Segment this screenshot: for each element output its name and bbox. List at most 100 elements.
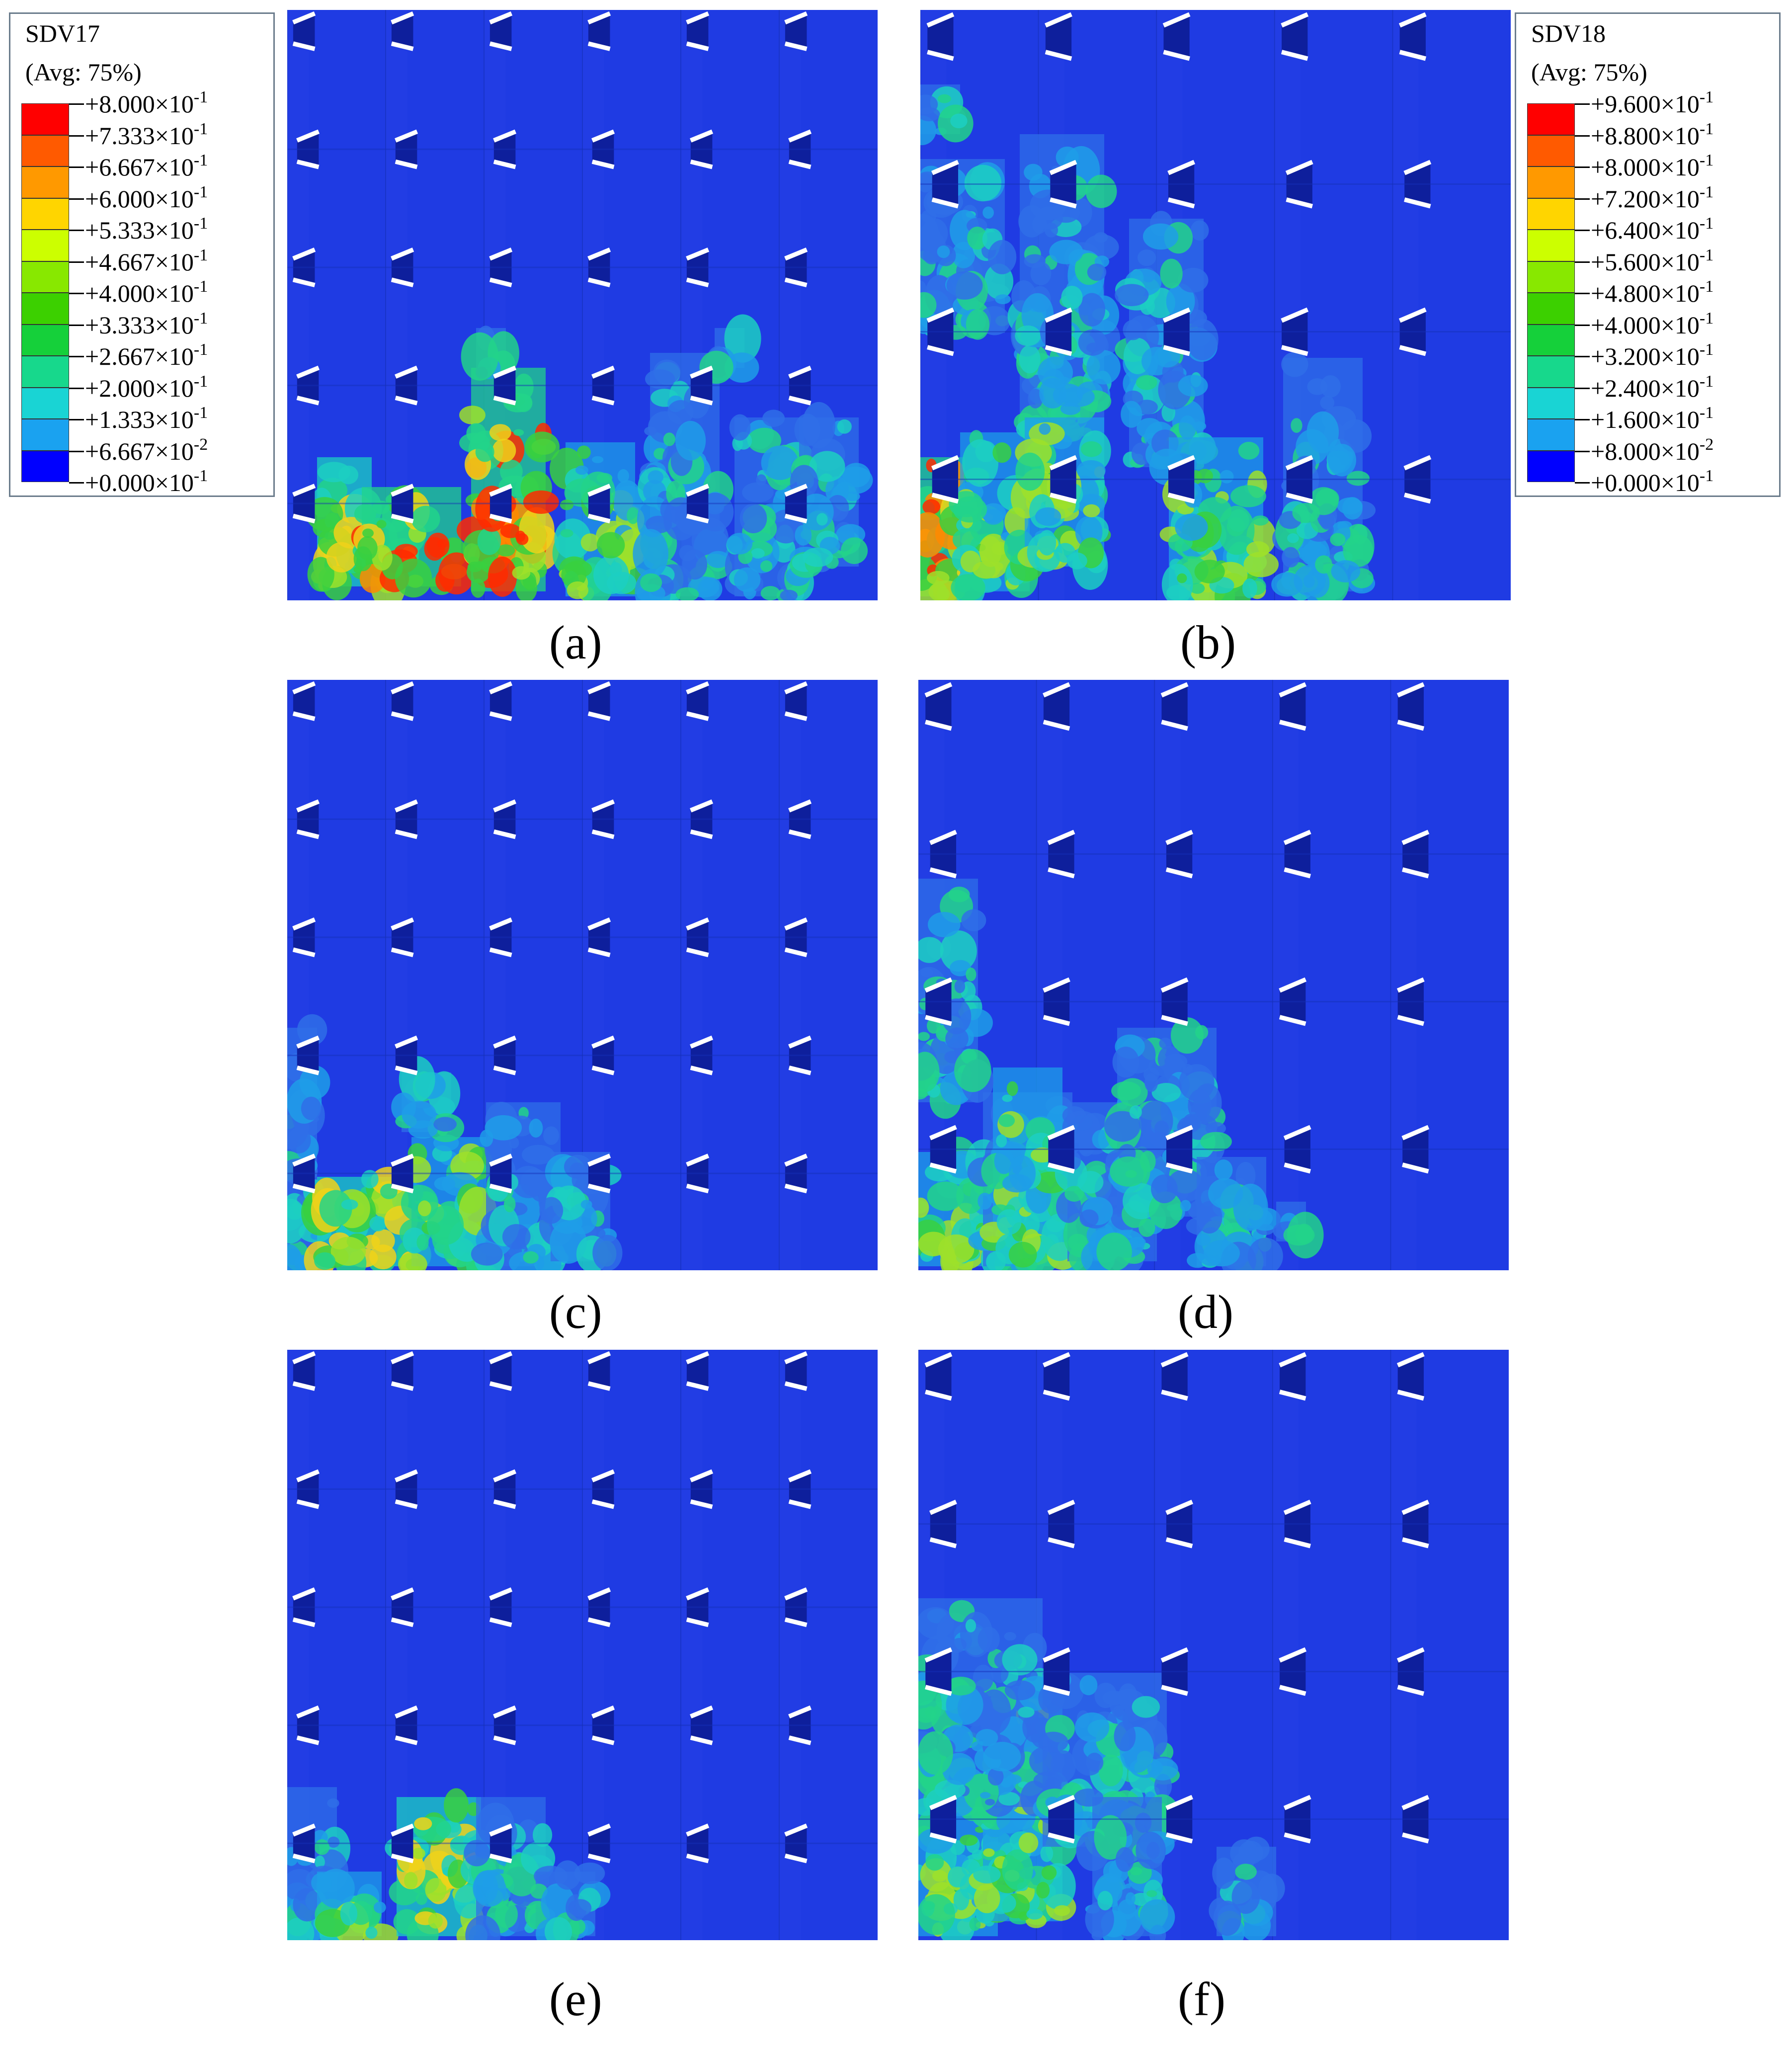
legend-tick (1575, 103, 1590, 105)
contour-blob (433, 1117, 457, 1132)
contour-blob (995, 294, 1011, 304)
contour-blob (1320, 375, 1341, 398)
contour-blob (966, 309, 989, 339)
contour-blob (982, 207, 994, 219)
contour-blob (593, 556, 629, 594)
legend-value: +8.800×10-1 (1591, 123, 1713, 148)
contour-blob (1113, 1047, 1140, 1077)
legend-value: +5.333×10-1 (85, 218, 208, 243)
legend-value: +9.600×10-1 (1591, 91, 1713, 116)
contour-blob (357, 536, 378, 560)
contour-blob (1045, 223, 1058, 237)
contour-blob (412, 1848, 425, 1859)
contour-blob (1331, 560, 1360, 582)
legend-mantissa: +4.667 (85, 248, 155, 276)
contour-blob (523, 491, 559, 514)
legend-times: ×10 (1661, 469, 1700, 496)
contour-blob (955, 980, 965, 993)
contour-blob (1116, 1847, 1134, 1872)
contour-blob (1054, 1905, 1070, 1916)
legend-tick (1575, 166, 1590, 168)
tow-band (1273, 1350, 1299, 1940)
contour-blob (977, 1193, 992, 1210)
legend-value: +6.400×10-1 (1591, 218, 1713, 243)
contour-blob (727, 533, 752, 555)
contour-blob (1113, 1705, 1124, 1717)
legend-mantissa: +6.400 (1591, 216, 1661, 244)
legend-title: SDV17 (25, 21, 100, 46)
legend-times: ×10 (1661, 342, 1700, 370)
legend-tick (69, 293, 84, 294)
caption-d: (d) (1178, 1288, 1233, 1336)
contour-blob (474, 1871, 498, 1904)
contour-panel-a (287, 10, 878, 600)
contour-blob (314, 1252, 335, 1270)
legend-mantissa: +4.000 (85, 279, 155, 307)
legend-tick (69, 451, 84, 452)
legend-value: +0.000×10-1 (1591, 470, 1713, 495)
legend-tick (69, 103, 84, 105)
legend-exponent: -1 (1700, 372, 1713, 391)
legend-tick (1575, 135, 1590, 137)
legend-times: ×10 (155, 342, 194, 370)
contour-blob (742, 482, 774, 502)
contour-blob (1146, 1890, 1157, 1897)
contour-blob (951, 574, 985, 600)
legend-swatch (21, 261, 69, 293)
contour-blob (1018, 1707, 1034, 1718)
contour-blob (476, 442, 494, 462)
legend-value: +8.000×10-1 (1591, 155, 1713, 179)
contour-blob (1002, 1644, 1037, 1675)
contour-blob (492, 439, 516, 462)
tow-band (1392, 10, 1418, 600)
legend-exponent: -1 (194, 277, 208, 296)
contour-blob (1075, 1713, 1109, 1742)
contour-blob (985, 1799, 995, 1805)
contour-blob (994, 1148, 1014, 1174)
contour-blob (998, 1114, 1015, 1127)
legend-exponent: -1 (194, 214, 208, 233)
tow-band (1273, 680, 1299, 1270)
legend-times: ×10 (1661, 248, 1700, 276)
contour-blob (1086, 1753, 1103, 1772)
contour-blob (938, 94, 951, 103)
contour-blob (1178, 375, 1208, 397)
legend-swatch (21, 356, 69, 388)
contour-blob (1096, 1232, 1132, 1270)
legend-times: ×10 (1661, 311, 1700, 339)
legend-swatch (1527, 356, 1575, 388)
contour-blob (1130, 1105, 1142, 1119)
contour-blob (555, 1860, 581, 1889)
contour-blob (653, 360, 681, 385)
contour-blob (365, 1927, 377, 1939)
contour-blob (945, 1027, 969, 1050)
contour-panel-d (918, 680, 1509, 1270)
legend-times: ×10 (1661, 122, 1700, 150)
contour-blob (1196, 1233, 1211, 1245)
contour-blob (581, 1200, 592, 1209)
contour-blob (1135, 1812, 1151, 1833)
contour-blob (592, 456, 603, 463)
contour-blob (640, 574, 662, 592)
contour-blob (480, 1130, 493, 1147)
legend-tick (69, 261, 84, 263)
contour-blob (1271, 573, 1303, 597)
legend-exponent: -1 (194, 340, 208, 359)
legend-value: +7.333×10-1 (85, 123, 208, 148)
contour-blob (340, 1902, 357, 1926)
contour-blob (377, 520, 387, 528)
contour-blob (996, 1135, 1007, 1148)
contour-blob (488, 557, 517, 597)
contour-blob (1215, 1159, 1233, 1180)
legend-times: ×10 (1661, 185, 1700, 213)
legend-tick (1575, 451, 1590, 452)
contour-blob (1235, 1864, 1257, 1880)
contour-blob (1121, 401, 1142, 428)
contour-blob (663, 432, 675, 446)
contour-blob (925, 1854, 944, 1871)
contour-blob (301, 1097, 322, 1120)
contour-blob (519, 507, 554, 553)
legend-tick (1575, 230, 1590, 231)
contour-blob (1160, 259, 1182, 289)
legend-mantissa: +4.800 (1591, 279, 1661, 307)
